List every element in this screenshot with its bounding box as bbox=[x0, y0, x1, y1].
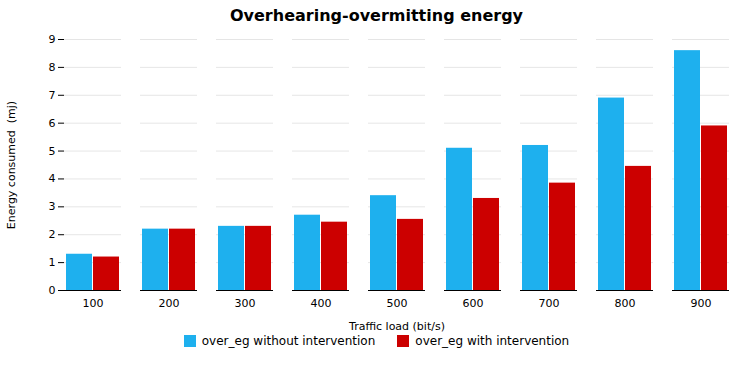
svg-text:200: 200 bbox=[159, 297, 180, 310]
svg-text:500: 500 bbox=[387, 297, 408, 310]
svg-text:3: 3 bbox=[49, 200, 56, 213]
svg-text:1: 1 bbox=[49, 256, 56, 269]
svg-text:5: 5 bbox=[49, 145, 56, 158]
svg-text:4: 4 bbox=[49, 172, 56, 185]
svg-text:700: 700 bbox=[539, 297, 560, 310]
html-text:Overhearing-overmitting energy: Overhearing-overmitting energy bbox=[230, 6, 523, 25]
svg-text:600: 600 bbox=[463, 297, 484, 310]
svg-text:7: 7 bbox=[49, 89, 56, 102]
html-text:over_eg without intervention: over_eg without intervention bbox=[201, 334, 376, 348]
html-text:over_eg with intervention: over_eg with intervention bbox=[415, 334, 570, 348]
svg-text:2: 2 bbox=[49, 228, 56, 241]
svg-text:8: 8 bbox=[49, 61, 56, 74]
svg-text:100: 100 bbox=[83, 297, 104, 310]
svg-text:0: 0 bbox=[49, 284, 56, 297]
svg-text:6: 6 bbox=[49, 117, 56, 130]
svg-text:Energy consumed (mj): Energy consumed (mj) bbox=[5, 101, 18, 229]
svg-text:400: 400 bbox=[311, 297, 332, 310]
svg-text:Traffic load (bit/s): Traffic load (bit/s) bbox=[348, 320, 445, 333]
svg-text:900: 900 bbox=[691, 297, 712, 310]
svg-text:9: 9 bbox=[49, 33, 56, 46]
svg-text:800: 800 bbox=[615, 297, 636, 310]
svg-text:300: 300 bbox=[235, 297, 256, 310]
